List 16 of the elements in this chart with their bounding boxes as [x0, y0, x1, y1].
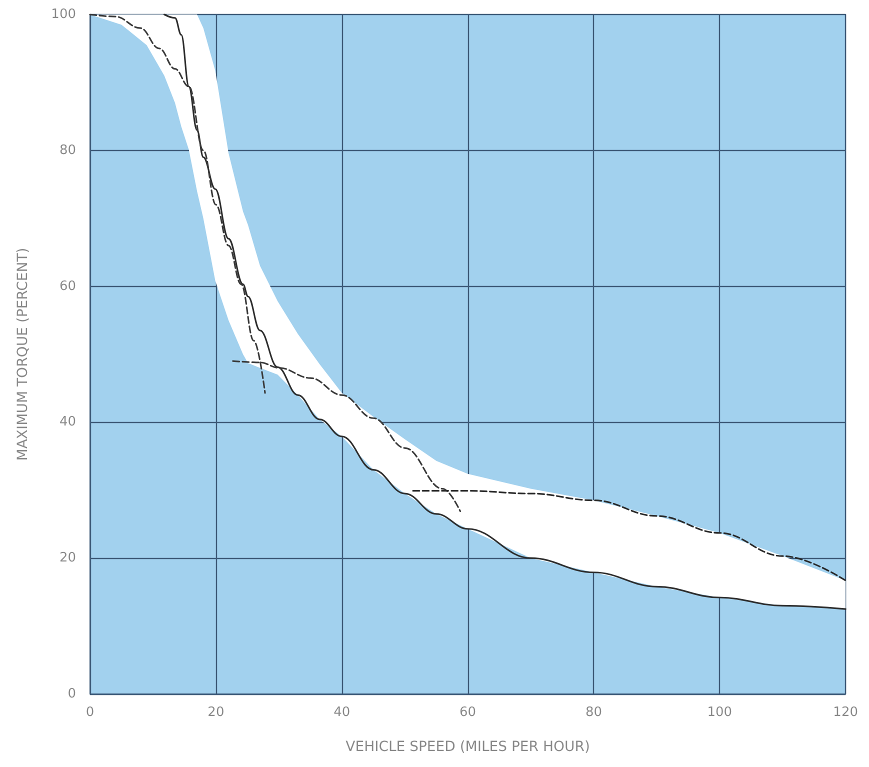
x-tick-label: 60 [460, 705, 476, 720]
y-tick-label: 40 [59, 414, 76, 430]
x-tick-label: 120 [833, 705, 858, 720]
y-tick-label: 20 [59, 550, 76, 566]
y-axis-title: MAXIMUM TORQUE (PERCENT) [15, 248, 31, 461]
x-tick-label: 40 [334, 705, 350, 720]
y-tick-label: 60 [59, 278, 76, 294]
y-tick-label: 100 [51, 7, 76, 22]
line-series [412, 490, 846, 582]
y-tick-label: 0 [68, 686, 76, 702]
x-axis-title: VEHICLE SPEED (MILES PER HOUR) [346, 739, 590, 755]
y-tick-label: 80 [59, 142, 76, 158]
x-tick-label: 0 [86, 705, 94, 720]
x-tick-label: 80 [585, 705, 602, 720]
x-tick-label: 100 [707, 705, 732, 720]
x-tick-label: 20 [208, 705, 224, 720]
